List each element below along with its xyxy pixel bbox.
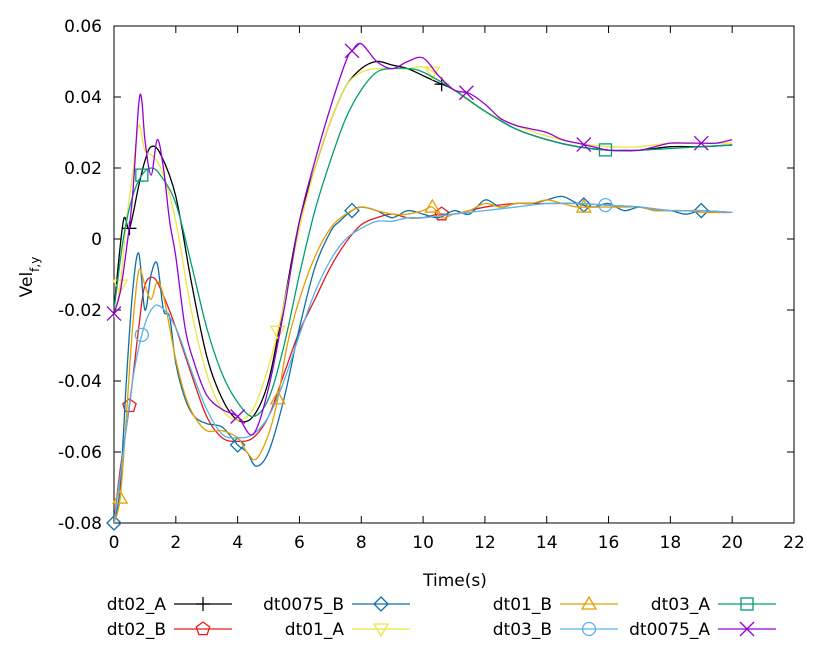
- x-tick-label: 12: [474, 533, 496, 553]
- data-point-dt0075-a: [230, 409, 246, 424]
- legend-entry-dt01-a: dt01_A: [285, 620, 410, 640]
- y-tick-label: -0.06: [58, 443, 102, 463]
- series-line-dt01-b: [114, 199, 733, 523]
- x-tick-label: 0: [109, 533, 120, 553]
- series-line-dt0075-b: [114, 195, 733, 523]
- legend-marker: [739, 621, 755, 637]
- legend-entry-dt03-a: dt03_A: [651, 595, 776, 615]
- y-tick-label: -0.04: [58, 372, 102, 392]
- x-tick-label: 14: [536, 533, 558, 553]
- legend-entry-dt03-b: dt03_B: [493, 620, 618, 640]
- data-point-dt0075-b: [106, 515, 122, 531]
- data-point-dt0075-a: [344, 43, 360, 59]
- series-dt02-b: [114, 202, 733, 523]
- y-axis-label-sub: f,y: [28, 257, 42, 272]
- series-dt01-a: [112, 65, 733, 421]
- data-point-dt01-b: [269, 390, 286, 405]
- axes: 0 2 4 6 8 10 12 14 16 18 20 22 -0.08 -0.06 -0.04 -0.02 0…: [58, 17, 805, 553]
- data-point-dt0075-a: [106, 306, 122, 322]
- legend-marker: [196, 597, 210, 611]
- legend-label: dt03_B: [493, 620, 552, 640]
- x-tick-label: 2: [170, 533, 181, 553]
- legend-label: dt03_A: [651, 595, 711, 615]
- legend-entry-dt0075-b: dt0075_B: [263, 595, 410, 615]
- series-dt01-b: [112, 198, 733, 523]
- y-tick-label: 0.04: [64, 88, 102, 108]
- x-tick-label: 10: [412, 533, 434, 553]
- legend-label: dt01_A: [285, 620, 345, 640]
- series-line-dt0075-a: [114, 42, 733, 436]
- y-tick-label: 0: [91, 230, 102, 250]
- data-point-dt02-b: [122, 398, 137, 413]
- data-point-dt01-b: [424, 198, 441, 213]
- data-point-dt0075-b: [693, 202, 710, 219]
- legend-label: dt0075_B: [263, 595, 344, 615]
- data-point-dt0075-a: [576, 137, 592, 153]
- y-axis-label-main: Vel: [17, 272, 37, 298]
- x-axis-label: Time(s): [422, 571, 487, 591]
- x-tick-label: 18: [660, 533, 682, 553]
- y-tick-label: -0.08: [58, 514, 102, 534]
- series-line-dt03-b: [114, 202, 733, 523]
- legend-marker: [372, 623, 390, 638]
- data-point-dt0075-a: [693, 135, 709, 151]
- series-dt0075-a: [106, 42, 733, 436]
- series-dt03-a: [114, 67, 733, 418]
- legend-entry-dt0075-a: dt0075_A: [629, 620, 776, 640]
- x-tick-label: 4: [232, 533, 243, 553]
- data-point-dt01-a: [269, 325, 286, 340]
- legend-marker: [740, 597, 754, 611]
- legend-entry-dt02-b: dt02_B: [107, 620, 232, 640]
- legend-marker: [581, 621, 597, 637]
- legend-marker: [373, 596, 389, 612]
- data-point-dt0075-a: [458, 85, 474, 101]
- legend-marker: [195, 621, 211, 636]
- series-dt03-b: [114, 197, 733, 523]
- legend-label: dt02_A: [107, 595, 167, 615]
- series-dt0075-b: [106, 195, 733, 531]
- x-tick-label: 6: [294, 533, 305, 553]
- data-point-dt01-b: [112, 489, 129, 504]
- plot-frame: [113, 25, 795, 524]
- data-point-dt03-b: [134, 327, 149, 343]
- y-tick-label: 0.06: [64, 17, 102, 37]
- series-line-dt02-b: [114, 202, 733, 523]
- legend-entry-dt02-a: dt02_A: [107, 595, 232, 615]
- x-tick-label: 8: [356, 533, 367, 553]
- series-dt02-a: [114, 60, 733, 423]
- legend-entry-dt01-b: dt01_B: [493, 595, 618, 615]
- series-layer: [106, 42, 733, 531]
- x-tick-label: 16: [598, 533, 620, 553]
- legend-marker: [580, 595, 598, 610]
- y-axis-label: Velf,y: [17, 257, 42, 298]
- data-point-dt03-b: [598, 197, 613, 213]
- legend-label: dt0075_A: [629, 620, 710, 640]
- series-line-dt03-a: [114, 67, 733, 418]
- legend: dt02_A dt0075_B dt01_B dt03_A dt02_B dt01_A dt…: [107, 595, 776, 640]
- series-line-dt02-a: [114, 60, 733, 423]
- legend-label: dt02_B: [107, 620, 166, 640]
- data-point-dt03-a: [135, 168, 149, 182]
- data-point-dt0075-b: [229, 436, 246, 453]
- data-point-dt01-b: [575, 198, 592, 213]
- y-tick-label: -0.02: [58, 301, 102, 321]
- legend-label: dt01_B: [493, 595, 552, 615]
- x-tick-label: 20: [721, 533, 743, 553]
- y-tick-label: 0.02: [64, 159, 102, 179]
- x-tick-label: 22: [783, 533, 805, 553]
- series-line-dt01-a: [114, 65, 733, 421]
